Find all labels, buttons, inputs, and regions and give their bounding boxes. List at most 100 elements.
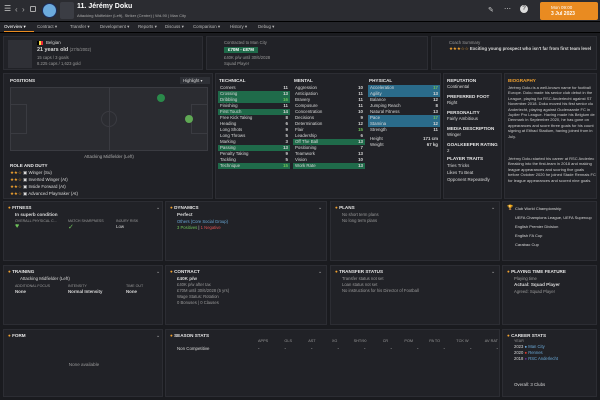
media-label: MEDIA DESCRIPTION <box>447 126 495 131</box>
tab-development[interactable]: Development ▾ <box>100 24 130 29</box>
negatives: 1 Negative <box>200 225 221 230</box>
tab-reports[interactable]: Reports ▾ <box>138 24 157 29</box>
expand-chevron-icon[interactable]: ⌄ <box>491 269 496 275</box>
attr-row: Strength 11 <box>368 127 440 133</box>
technical-list: Corners 11 Crossing 13 Dribbling 16 Finishi… <box>218 85 290 169</box>
training-intensity: Normal Intensity <box>68 289 103 294</box>
attr-row: Anticipation 11 <box>293 91 365 97</box>
attr-value: 12 <box>433 97 438 102</box>
attr-label: Free Kick Taking <box>220 115 253 120</box>
role-item[interactable]: ★★☆ ▣ Advanced Playmaker (At) <box>10 191 78 197</box>
attr-row: Agility 13 <box>368 91 440 97</box>
coach-text: Exciting young prospect who isn't far fr… <box>469 46 591 51</box>
help-icon[interactable]: ? <box>520 5 528 13</box>
dynamics-card[interactable]: ● DYNAMICS Perfect Others (Core Social G… <box>165 201 327 261</box>
attr-label: Dribbling <box>220 97 238 102</box>
flag-icon <box>37 41 43 45</box>
training-col-2: INTENSITY <box>68 284 87 288</box>
attr-row: Positioning 7 <box>293 145 365 151</box>
attr-value: 11 <box>358 103 363 108</box>
attr-label: Work Rate <box>295 163 316 168</box>
positions-title: POSITIONS <box>10 78 36 83</box>
tab-discuss[interactable]: Discuss ▾ <box>165 24 184 29</box>
attr-label: Long Throws <box>220 133 246 138</box>
fitness-status: In superb condition <box>15 212 58 217</box>
attr-row: Determination 12 <box>293 121 365 127</box>
value-range[interactable]: £70M - £87M <box>224 47 258 53</box>
transfer-status-card[interactable]: ● TRANSFER STATUS Transfer status not se… <box>330 265 500 325</box>
tab-debug[interactable]: Debug ▾ <box>258 24 275 29</box>
contract-card[interactable]: ● CONTRACT £40K p/w £40K p/w after tax £… <box>165 265 327 325</box>
attr-row: Penalty Taking 9 <box>218 151 290 157</box>
more-icon[interactable]: ⋯ <box>504 6 511 13</box>
attr-label: Composure <box>295 103 318 108</box>
plans-card[interactable]: ● PLANS No short term plans No long term… <box>330 201 500 261</box>
training-timeout: None <box>126 289 137 294</box>
edit-icon[interactable]: ✎ <box>488 7 494 14</box>
attr-row: Corners 11 <box>218 85 290 91</box>
back-icon[interactable]: ‹ <box>15 5 18 14</box>
tab-label: History <box>230 24 244 29</box>
attr-label: Marking <box>220 139 236 144</box>
training-card[interactable]: ● TRAINING Attacking Midfielder (Left) A… <box>3 265 163 325</box>
role-item[interactable]: ★★☆ ▣ Inverted Winger (At) <box>10 177 68 183</box>
foot-value: Right <box>447 100 458 105</box>
portrait <box>8 40 32 68</box>
contract-line: £40K p/w after tax <box>177 282 211 287</box>
expand-chevron-icon[interactable]: ⌄ <box>156 269 161 275</box>
fitness-card[interactable]: ● FITNESS In superb condition OVERALL PH… <box>3 201 163 261</box>
attr-row: Leadership 6 <box>293 133 365 139</box>
reputation-label: REPUTATION <box>447 78 477 83</box>
dynamics-icon: ● <box>170 205 173 210</box>
season-stats-card[interactable]: ● SEASON STATS Non Competitive APPS GLS AS… <box>165 329 500 397</box>
contract-wage: £40K p/w <box>177 276 197 281</box>
tab-history[interactable]: History ▾ <box>230 24 248 29</box>
contract-line: £70M until 30/6/2028 (5 yrs) <box>177 288 230 293</box>
coach-label: Coach Summary <box>449 40 481 45</box>
attr-label: Leadership <box>295 133 317 138</box>
trophies-card: 🏆 Club World Championship UEFA Champions… <box>502 201 597 261</box>
home-icon[interactable] <box>30 6 36 12</box>
playing-time-card[interactable]: ● PLAYING TIME FEATURE Playing time Actu… <box>502 265 597 325</box>
attributes-card: TECHNICAL Corners 11 Crossing 13 Dribbling… <box>215 73 441 199</box>
expand-chevron-icon[interactable]: ⌄ <box>156 205 161 211</box>
attr-label: First Touch <box>220 109 242 114</box>
tab-overview[interactable]: Overview ▾ <box>4 22 34 32</box>
technical-title: TECHNICAL <box>219 78 246 83</box>
attr-label: Jumping Reach <box>370 103 401 108</box>
expand-chevron-icon[interactable]: ⌄ <box>318 269 323 275</box>
mental-title: MENTAL <box>294 78 313 83</box>
forward-icon[interactable]: › <box>22 5 25 14</box>
attr-row: Finishing 11 <box>218 103 290 109</box>
attr-value: 13 <box>433 109 438 114</box>
career-stats-card[interactable]: ● CAREER STATS YEAR 2023 ● Man City 2020… <box>502 329 597 397</box>
calendar-widget[interactable]: Mon 09:00 3 Jul 2023 <box>540 2 598 20</box>
expand-chevron-icon[interactable]: ⌄ <box>318 205 323 211</box>
career-row[interactable]: 2023 ● Man City <box>514 344 545 349</box>
attr-value: 5 <box>285 133 288 138</box>
foot-label: PREFERRED FOOT <box>447 94 490 99</box>
attr-value: 13 <box>358 151 363 156</box>
attr-value: 10 <box>358 157 363 162</box>
expand-chevron-icon[interactable]: ⌄ <box>491 205 496 211</box>
role-icon: ▣ <box>23 170 28 175</box>
tab-bar: Overview ▾ Contract ▾ Transfer ▾ Develop… <box>0 22 600 33</box>
tab-comparison[interactable]: Comparison ▾ <box>193 24 221 29</box>
career-row[interactable]: 2018 ● RSC Anderlecht <box>514 356 558 361</box>
attr-label: Corners <box>220 85 236 90</box>
form-card[interactable]: ● FORM None available ⌄ <box>3 329 163 397</box>
attr-row: First Touch 14 <box>218 109 290 115</box>
tab-label: Overview <box>4 24 23 29</box>
attr-row: Teamwork 13 <box>293 151 365 157</box>
tab-transfer[interactable]: Transfer ▾ <box>70 24 90 29</box>
role-item[interactable]: ★★☆ ▣ Inside Forward (At) <box>10 184 66 190</box>
career-row[interactable]: 2020 ● Rennes <box>514 350 543 355</box>
attr-value: 9 <box>285 151 288 156</box>
role-icon: ▣ <box>23 177 28 182</box>
highlight-dropdown[interactable]: Highlight ▾ <box>180 77 210 84</box>
expand-chevron-icon[interactable]: ⌄ <box>156 333 161 339</box>
attr-value: 3 <box>285 139 288 144</box>
role-item[interactable]: ★★☆ ▣ Winger (Su) <box>10 170 52 176</box>
tab-contract[interactable]: Contract ▾ <box>37 24 58 29</box>
menu-icon[interactable]: ☰ <box>4 4 12 13</box>
